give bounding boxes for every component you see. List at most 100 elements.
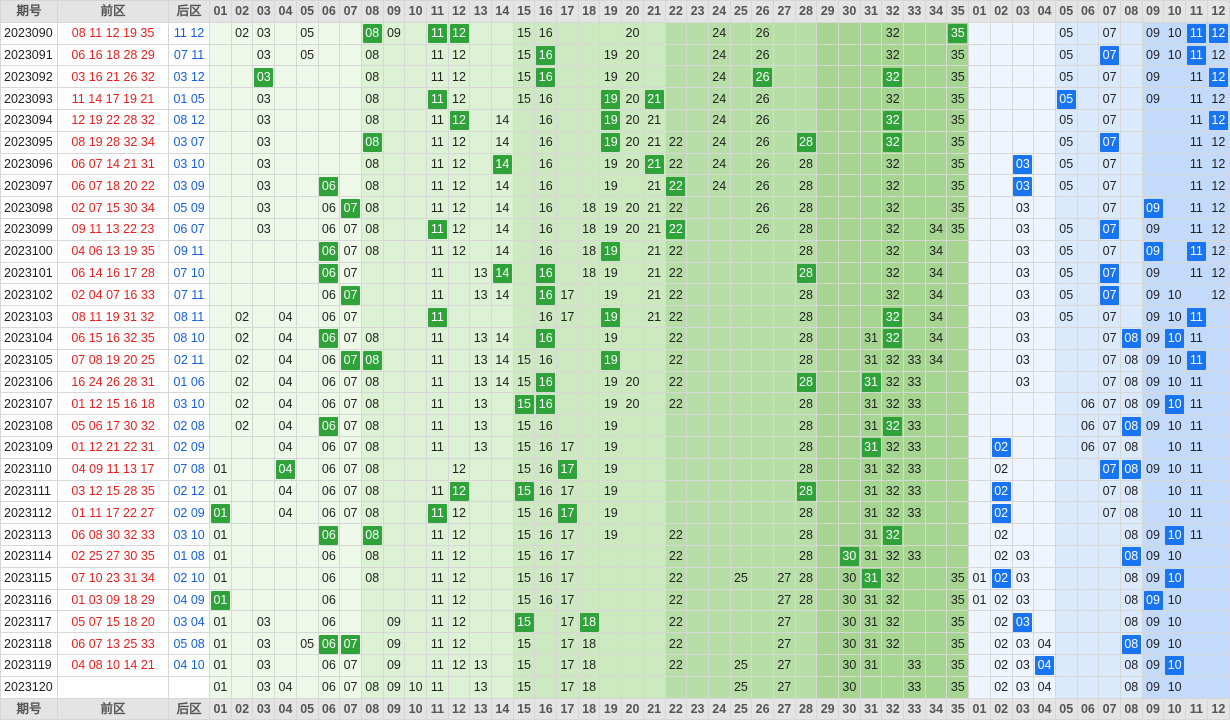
issue-number: 2023095	[0, 130, 59, 154]
front-cell-23	[686, 152, 709, 176]
top-back-col-01: 01	[968, 0, 991, 23]
front-cell-29	[816, 523, 840, 546]
front-cell-08: 08	[360, 217, 384, 241]
back-cell-12	[1206, 544, 1230, 568]
back-cell-09: 09	[1141, 283, 1165, 307]
back-cell-02: 02	[989, 457, 1013, 481]
back-cell-02: 02	[989, 566, 1013, 590]
front-hit-marker: 11	[427, 220, 447, 240]
front-cell-04: 04	[274, 479, 297, 503]
front-cell-25	[729, 370, 753, 394]
front-cell-07	[339, 43, 362, 67]
front-cell-27: 27	[772, 653, 796, 677]
front-cell-07	[339, 108, 362, 132]
back-cell-07: 07	[1098, 65, 1121, 89]
front-cell-07: 07	[339, 348, 362, 372]
front-draw-number: 27	[140, 505, 155, 520]
front-cell-24	[707, 414, 731, 437]
front-cell-13	[469, 566, 493, 590]
front-cell-15: 15	[512, 501, 536, 525]
front-cell-33	[903, 305, 926, 328]
back-draw-numbers: 11 12	[168, 21, 211, 45]
front-cell-10	[404, 457, 427, 481]
back-cell-05: 05	[1054, 108, 1078, 132]
front-cell-29	[816, 174, 840, 198]
back-cell-10	[1163, 108, 1187, 132]
front-draw-number: 15	[106, 483, 120, 498]
front-draw-number: 28	[123, 483, 138, 498]
back-cell-07	[1098, 632, 1121, 655]
front-cell-35	[946, 501, 970, 525]
back-cell-08: 08	[1119, 653, 1143, 677]
back-cell-03	[1011, 87, 1035, 110]
front-cell-35	[946, 261, 970, 285]
front-draw-number: 20	[123, 353, 138, 368]
front-cell-21	[642, 435, 666, 459]
back-cell-03	[1011, 414, 1035, 437]
front-cell-13: 13	[469, 675, 493, 699]
issue-number: 2023098	[0, 196, 59, 219]
front-cell-24: 24	[707, 65, 731, 89]
front-cell-30: 30	[838, 544, 861, 568]
back-draw-number: 11	[191, 244, 205, 259]
front-cell-33	[903, 283, 926, 307]
front-cell-18	[577, 130, 601, 154]
front-cell-19: 19	[599, 152, 623, 176]
front-cell-07: 07	[339, 370, 362, 394]
front-cell-35	[946, 479, 970, 503]
back-cell-02	[989, 261, 1013, 285]
back-cell-05: 05	[1054, 130, 1078, 154]
back-cell-06	[1076, 675, 1100, 699]
back-cell-04	[1033, 414, 1056, 437]
back-cell-07	[1098, 610, 1121, 634]
front-cell-13	[469, 479, 493, 503]
back-cell-12: 12	[1206, 196, 1230, 219]
back-cell-05: 05	[1054, 65, 1078, 89]
back-cell-02: 02	[989, 544, 1013, 568]
back-draw-number: 11	[173, 26, 187, 41]
top-front-col-03: 03	[252, 0, 276, 23]
front-cell-23	[686, 283, 709, 307]
front-cell-18	[577, 566, 601, 590]
front-hit-marker: 14	[492, 263, 512, 283]
back-cell-11: 11	[1185, 152, 1208, 176]
front-cell-20: 20	[621, 108, 644, 132]
front-draw-number: 32	[140, 418, 155, 433]
front-cell-17: 17	[556, 610, 579, 634]
front-cell-02: 02	[230, 21, 254, 45]
back-cell-04	[1033, 261, 1056, 285]
front-cell-22: 22	[664, 130, 688, 154]
front-cell-06: 06	[317, 370, 341, 394]
front-draw-number: 27	[106, 549, 120, 564]
back-cell-10	[1163, 261, 1187, 285]
front-cell-13: 13	[469, 414, 493, 437]
back-cell-03: 03	[1011, 152, 1035, 176]
back-draw-number: 01	[173, 91, 188, 106]
front-cell-29	[816, 217, 840, 241]
front-draw-number: 06	[71, 265, 86, 280]
front-cell-24: 24	[707, 152, 731, 176]
front-cell-31: 31	[859, 392, 883, 416]
back-cell-12	[1206, 588, 1230, 612]
front-draw-number: 07	[88, 636, 103, 651]
front-cell-35	[946, 392, 970, 416]
front-draw-number: 19	[106, 353, 120, 368]
back-draw-number: 07	[190, 222, 205, 237]
bottom-front-col-14: 14	[491, 697, 514, 720]
front-cell-28: 28	[794, 130, 818, 154]
front-cell-27: 27	[772, 588, 796, 612]
back-draw-number: 09	[190, 200, 205, 215]
front-draw-number: 17	[140, 462, 155, 477]
issue-number: 2023100	[0, 239, 59, 263]
back-cell-04	[1033, 610, 1056, 634]
front-cell-14	[491, 675, 514, 699]
front-cell-19: 19	[599, 65, 623, 89]
front-cell-10	[404, 370, 427, 394]
front-cell-19: 19	[599, 501, 623, 525]
front-draw-numbers: 06 15 16 32 35	[57, 326, 170, 350]
front-cell-16: 16	[534, 174, 558, 198]
front-cell-18: 18	[577, 261, 601, 285]
front-cell-26	[751, 392, 774, 416]
front-cell-24	[707, 239, 731, 263]
back-cell-01	[968, 43, 991, 67]
